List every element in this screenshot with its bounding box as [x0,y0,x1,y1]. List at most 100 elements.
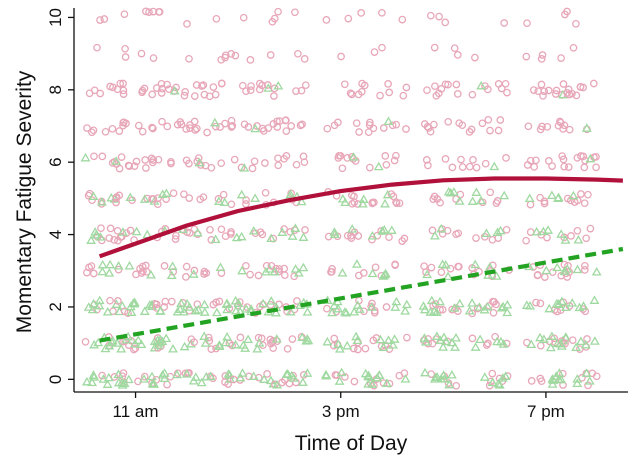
point-circle [454,229,463,238]
point-triangle [471,187,482,196]
point-circle [270,14,279,23]
point-triangle [531,226,542,236]
point-circle [140,372,149,381]
point-triangle [215,262,226,272]
point-triangle [553,299,564,309]
point-triangle [237,265,248,275]
point-circle [584,190,592,199]
point-circle [217,159,226,168]
point-triangle [546,331,557,340]
point-triangle [166,270,177,280]
point-circle [357,87,366,96]
point-triangle [83,302,94,311]
point-triangle [241,304,252,313]
point-circle [580,199,589,208]
point-circle [563,7,571,16]
point-circle [137,49,146,58]
point-circle [209,300,218,309]
point-circle [581,307,590,316]
point-circle [298,120,306,129]
point-triangle [435,296,445,306]
point-triangle [378,342,389,352]
point-circle [441,155,450,163]
point-circle [453,51,462,59]
point-triangle [363,371,374,381]
point-triangle [574,302,585,312]
point-circle [180,190,188,199]
point-circle [422,156,431,164]
point-circle [486,188,495,197]
point-circle [124,161,133,170]
point-triangle [321,369,331,379]
point-circle [190,117,199,126]
point-circle [297,86,306,95]
point-circle [400,234,409,243]
point-circle [532,298,540,307]
point-circle [552,86,561,95]
point-circle [482,341,491,349]
point-triangle [161,333,172,343]
point-triangle [482,301,493,311]
point-triangle [581,123,592,132]
point-circle [481,159,490,168]
point-triangle [553,193,564,202]
point-circle [138,127,147,136]
point-triangle [86,235,97,244]
point-triangle [559,266,570,275]
point-triangle [230,339,241,349]
point-triangle [258,298,269,308]
point-circle [190,338,199,347]
point-circle [131,344,140,353]
point-circle [140,84,149,93]
point-triangle [589,336,600,345]
point-circle [122,229,131,237]
point-circle [489,308,498,317]
point-triangle [575,336,586,346]
point-triangle [556,341,567,350]
point-circle [450,44,459,53]
point-circle [369,124,378,133]
point-circle [354,345,362,354]
point-circle [181,88,190,96]
point-triangle [252,343,263,353]
point-circle [469,156,477,164]
point-triangle [329,229,340,238]
point-circle [149,195,158,203]
fit-line-solid [98,176,623,259]
point-circle [359,269,368,277]
point-circle [385,233,393,242]
point-triangle [296,196,307,206]
point-circle [278,378,286,387]
point-triangle [302,307,313,316]
point-circle [266,301,275,309]
point-triangle [192,227,203,237]
point-circle [280,264,289,273]
point-triangle [186,338,196,348]
point-triangle [80,152,91,162]
point-triangle [476,195,486,205]
point-triangle [302,368,313,377]
point-circle [366,118,374,127]
point-triangle [303,335,314,345]
point-triangle [436,373,447,383]
point-triangle [431,331,442,340]
point-triangle [556,229,567,238]
point-circle [275,265,284,273]
point-circle [424,161,432,170]
point-triangle [541,265,552,275]
point-circle [358,79,366,88]
point-triangle [297,332,308,342]
point-circle [540,197,549,206]
point-triangle [348,152,359,161]
point-circle [207,345,216,353]
point-circle [452,80,461,89]
point-circle [172,231,180,240]
point-triangle [351,331,362,341]
point-circle [115,127,124,135]
point-circle [152,84,161,92]
point-triangle [449,303,460,312]
point-triangle [102,306,113,316]
point-circle [261,188,270,197]
point-circle [242,87,250,96]
point-triangle [223,369,234,378]
